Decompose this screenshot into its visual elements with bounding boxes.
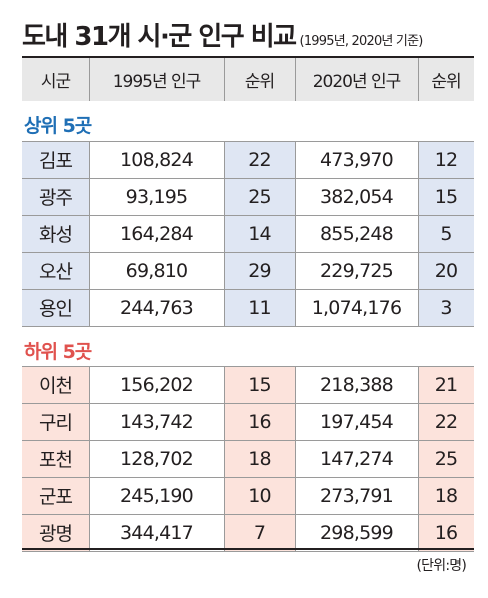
cell-city: 화성 [22, 215, 89, 252]
cell-city: 군포 [22, 477, 89, 514]
cell-pop-1995: 245,190 [120, 484, 194, 507]
cell-pop-1995: 244,763 [120, 296, 194, 319]
header-city: 시군 [40, 72, 71, 92]
cell-pop-1995: 143,742 [120, 410, 194, 433]
cell-rank-1995: 10 [224, 477, 295, 514]
table-row: 구리 143,742 16 197,454 22 [22, 403, 474, 440]
cell-pop-1995: 156,202 [120, 373, 194, 396]
cell-rank-2020: 20 [418, 252, 474, 289]
cell-rank-1995: 7 [224, 514, 295, 551]
cell-pop-2020: 1,074,176 [311, 296, 402, 319]
cell-pop-2020: 229,725 [320, 259, 394, 282]
table-header: 시군 1995년 인구 순위 2020년 인구 순위 [22, 58, 474, 101]
table-row: 군포 245,190 10 273,791 18 [22, 477, 474, 514]
header-rank-2020: 순위 [431, 72, 461, 92]
bottom-rule [22, 548, 474, 550]
cell-city: 용인 [22, 289, 89, 326]
cell-city: 이천 [22, 366, 89, 403]
cell-pop-1995: 164,284 [120, 222, 194, 245]
cell-city: 광명 [22, 514, 89, 551]
cell-city: 포천 [22, 440, 89, 477]
section-label-top: 상위 5곳 [24, 115, 92, 137]
unit-note: (단위:명) [416, 558, 467, 574]
cell-rank-1995: 16 [224, 403, 295, 440]
cell-rank-2020: 15 [418, 178, 474, 215]
cell-rank-1995: 14 [224, 215, 295, 252]
cell-city: 광주 [22, 178, 89, 215]
cell-rank-2020: 12 [418, 141, 474, 178]
cell-rank-2020: 21 [418, 366, 474, 403]
cell-pop-1995: 344,417 [120, 521, 194, 544]
header-pop-2020: 2020년 인구 [312, 72, 402, 92]
cell-rank-2020: 25 [418, 440, 474, 477]
title-main: 도내 31개 시·군 인구 비교 [22, 22, 297, 52]
table-row: 오산 69,810 29 229,725 20 [22, 252, 474, 289]
cell-pop-1995: 128,702 [120, 447, 194, 470]
cell-pop-1995: 69,810 [125, 259, 188, 282]
cell-pop-2020: 855,248 [320, 222, 394, 245]
table-row: 김포 108,824 22 473,970 12 [22, 141, 474, 178]
cell-rank-2020: 22 [418, 403, 474, 440]
cell-rank-2020: 5 [418, 215, 474, 252]
cell-rank-1995: 22 [224, 141, 295, 178]
cell-city: 김포 [22, 141, 89, 178]
top-rule [22, 56, 474, 58]
table-row: 포천 128,702 18 147,274 25 [22, 440, 474, 477]
cell-rank-2020: 16 [418, 514, 474, 551]
table-row: 이천 156,202 15 218,388 21 [22, 366, 474, 403]
cell-rank-1995: 11 [224, 289, 295, 326]
cell-rank-2020: 3 [418, 289, 474, 326]
cell-pop-2020: 197,454 [320, 410, 394, 433]
table-row: 광명 344,417 7 298,599 16 [22, 514, 474, 551]
cell-rank-1995: 18 [224, 440, 295, 477]
cell-rank-1995: 29 [224, 252, 295, 289]
cell-pop-2020: 473,970 [320, 148, 394, 171]
cell-rank-1995: 25 [224, 178, 295, 215]
table-row: 용인 244,763 11 1,074,176 3 [22, 289, 474, 326]
cell-pop-1995: 93,195 [125, 185, 188, 208]
cell-city: 오산 [22, 252, 89, 289]
cell-pop-1995: 108,824 [120, 148, 194, 171]
header-pop-1995: 1995년 인구 [112, 72, 202, 92]
cell-city: 구리 [22, 403, 89, 440]
cell-pop-2020: 382,054 [320, 185, 394, 208]
cell-rank-1995: 15 [224, 366, 295, 403]
cell-pop-2020: 273,791 [320, 484, 394, 507]
cell-pop-2020: 298,599 [320, 521, 394, 544]
cell-pop-2020: 147,274 [320, 447, 394, 470]
header-rank-1995: 순위 [244, 72, 275, 92]
title-sub: (1995년, 2020년 기준) [299, 34, 424, 49]
table-row: 화성 164,284 14 855,248 5 [22, 215, 474, 252]
section-label-bottom: 하위 5곳 [24, 341, 92, 363]
table-row: 광주 93,195 25 382,054 15 [22, 178, 474, 215]
page-title: 도내 31개 시·군 인구 비교 (1995년, 2020년 기준) [22, 16, 423, 53]
cell-pop-2020: 218,388 [320, 373, 394, 396]
cell-rank-2020: 18 [418, 477, 474, 514]
